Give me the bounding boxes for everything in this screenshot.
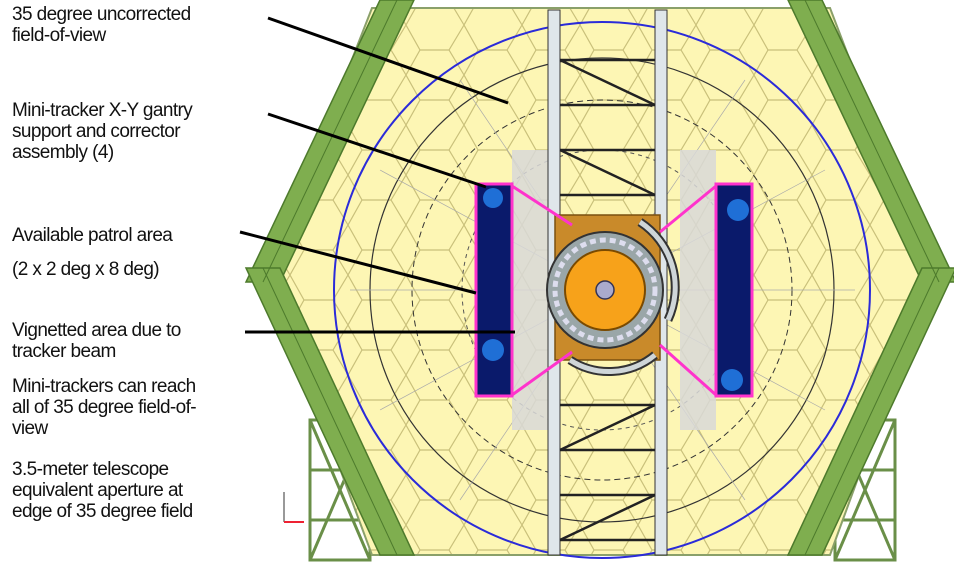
axis-indicator-icon — [283, 492, 304, 523]
callout-line: (2 x 2 deg x 8 deg) — [12, 259, 160, 280]
callout-line: Available patrol area — [12, 225, 173, 246]
callout-line: 35 degree uncorrected — [12, 4, 191, 25]
callout-line: assembly (4) — [12, 142, 114, 163]
callout-line: field-of-view — [12, 25, 106, 46]
leader-lines — [239, 16, 515, 334]
callout-reach: Mini-trackers can reach all of 35 degree… — [12, 376, 197, 439]
patrol-area-right — [714, 182, 754, 398]
diagonal-truss-beams — [244, 0, 954, 556]
callout-gantry: Mini-tracker X-Y gantry support and corr… — [12, 100, 193, 163]
patrol-connectors — [511, 184, 717, 397]
callout-line: 3.5-meter telescope — [12, 459, 169, 480]
central-tracker-assembly — [546, 214, 680, 377]
callout-line: Vignetted area due to — [12, 320, 181, 341]
callout-line: all of 35 degree field-of- — [12, 397, 197, 418]
callout-line: support and corrector — [12, 121, 181, 142]
callout-line: equivalent aperture at — [12, 480, 183, 501]
callout-line: view — [12, 418, 48, 439]
callout-fov: 35 degree uncorrected field-of-view — [12, 4, 191, 46]
callout-aperture: 3.5-meter telescope equivalent aperture … — [12, 459, 193, 522]
callout-line: Mini-trackers can reach — [12, 376, 196, 397]
callout-line: Mini-tracker X-Y gantry — [12, 100, 193, 121]
callout-vignette: Vignetted area due to tracker beam — [12, 320, 181, 362]
callout-line: edge of 35 degree field — [12, 501, 193, 522]
callout-patrol: Available patrol area (2 x 2 deg x 8 deg… — [12, 219, 173, 287]
callout-line: tracker beam — [12, 341, 116, 362]
patrol-area-left — [474, 182, 514, 398]
